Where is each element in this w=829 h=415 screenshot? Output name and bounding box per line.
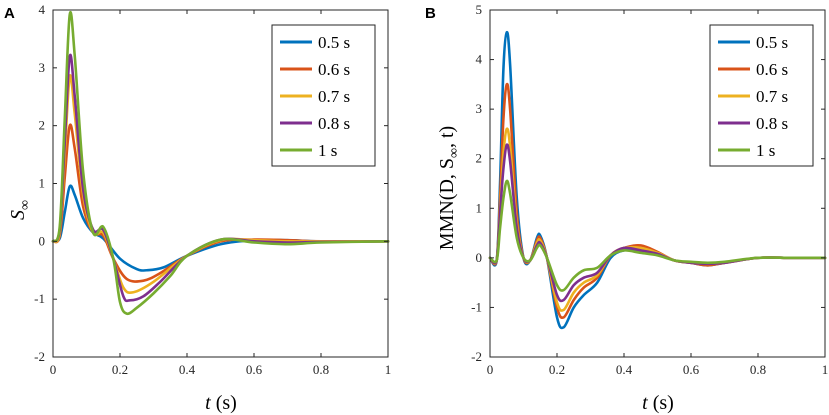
panel-b-x-tick-label: 1 xyxy=(822,362,829,377)
panel-b-y-label: MMN(D, S∞, t) xyxy=(436,126,462,250)
panel-b-y-tick-label: 0 xyxy=(476,250,483,265)
panel-a-legend-label: 0.5 s xyxy=(318,33,350,52)
panel-a-y-tick-label: 1 xyxy=(39,176,46,191)
panel-b-x-tick-label: 0.4 xyxy=(616,362,633,377)
panel-a-x-tick-label: 0.4 xyxy=(179,362,196,377)
panel-a-y-tick-label: 4 xyxy=(39,2,46,17)
panel-b-letter: B xyxy=(425,5,436,22)
panel-b-y-tick-label: 4 xyxy=(476,52,483,67)
panel-a: A S∞ t (s) 0 0.2 0.4 0.6 0.8 1 -2 -1 0 1… xyxy=(4,2,391,414)
panel-b-y-label-sub: ∞ xyxy=(447,148,462,158)
panel-a-y-tick-label: 3 xyxy=(39,60,46,75)
panel-b-y-label-post: , t) xyxy=(436,126,458,148)
panel-a-legend-label: 0.8 s xyxy=(318,114,350,133)
panel-b-y-label-pre: MMN(D, S xyxy=(436,158,458,250)
panel-a-x-tick-label: 0 xyxy=(50,362,57,377)
panel-b-y-ticks: -2 -1 0 1 2 3 4 5 xyxy=(471,2,482,364)
panel-a-y-label: S∞ xyxy=(7,200,33,220)
panel-b-y-tick-label: 2 xyxy=(476,151,483,166)
panel-a-legend-label: 0.6 s xyxy=(318,60,350,79)
panel-b-legend-label: 0.6 s xyxy=(756,60,788,79)
panel-a-y-tick-label: -1 xyxy=(34,291,45,306)
panel-b-x-label: t (s) xyxy=(642,392,674,414)
panel-a-x-tick-label: 0.2 xyxy=(112,362,128,377)
panel-b-legend-label: 0.5 s xyxy=(756,33,788,52)
panel-a-legend-label: 1 s xyxy=(318,141,337,160)
panel-b-y-tick-label: 1 xyxy=(476,200,483,215)
panel-a-y-tick-label: -2 xyxy=(34,349,45,364)
panel-a-letter: A xyxy=(4,5,15,22)
panel-b-legend-label: 1 s xyxy=(756,141,775,160)
panel-a-x-label: t (s) xyxy=(205,392,237,414)
panel-b-legend-label: 0.8 s xyxy=(756,114,788,133)
panel-b-y-tick-label: -1 xyxy=(471,299,482,314)
panel-a-x-tick-label: 0.8 xyxy=(313,362,329,377)
panel-a-x-tick-label: 0.6 xyxy=(246,362,263,377)
figure: A S∞ t (s) 0 0.2 0.4 0.6 0.8 1 -2 -1 0 1… xyxy=(0,0,829,415)
panel-a-legend-label: 0.7 s xyxy=(318,87,350,106)
panel-b-legend: 0.5 s 0.6 s 0.7 s 0.8 s 1 s xyxy=(710,25,813,166)
panel-a-y-label-base: S xyxy=(7,210,29,220)
panel-a-y-label-sub: ∞ xyxy=(18,200,33,210)
panel-a-x-ticks: 0 0.2 0.4 0.6 0.8 1 xyxy=(50,362,392,377)
panel-b-y-tick-label: 3 xyxy=(476,101,483,116)
panel-a-y-tick-label: 0 xyxy=(39,233,46,248)
panel-a-y-tick-label: 2 xyxy=(39,118,46,133)
panel-b-y-tick-label: 5 xyxy=(476,2,483,17)
panel-b-x-tick-label: 0 xyxy=(487,362,494,377)
panel-b-x-label-unit: (s) xyxy=(653,392,674,414)
series-line-0_8s xyxy=(490,145,825,301)
panel-a-x-label-unit: (s) xyxy=(216,392,237,414)
panel-a-x-tick-label: 1 xyxy=(385,362,392,377)
panel-b-x-tick-label: 0.8 xyxy=(750,362,766,377)
panel-a-y-ticks: -2 -1 0 1 2 3 4 xyxy=(34,2,45,364)
panel-b-x-tick-label: 0.6 xyxy=(683,362,700,377)
panel-b-y-tick-label: -2 xyxy=(471,349,482,364)
panel-b-x-tick-label: 0.2 xyxy=(549,362,565,377)
panel-b-x-ticks: 0 0.2 0.4 0.6 0.8 1 xyxy=(487,362,829,377)
panel-b: B MMN(D, S∞, t) t (s) 0 0.2 0.4 0.6 0.8 … xyxy=(425,2,828,414)
panel-b-legend-label: 0.7 s xyxy=(756,87,788,106)
panel-a-legend: 0.5 s 0.6 s 0.7 s 0.8 s 1 s xyxy=(272,25,375,166)
